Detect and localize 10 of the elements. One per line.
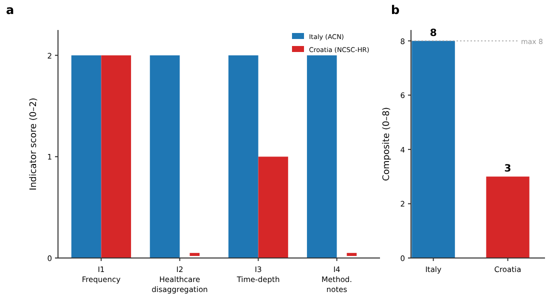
chart-title: a — [6, 3, 14, 17]
y-axis-title: Composite (0–8) — [382, 107, 392, 181]
bar — [150, 55, 180, 258]
data-label: 3 — [504, 164, 512, 175]
data-label: 8 — [430, 28, 437, 39]
chart-title: b — [391, 3, 400, 17]
bar — [306, 55, 337, 258]
bar — [228, 55, 258, 258]
y-axis-title: Indicator score (0–2) — [29, 98, 39, 190]
bar — [71, 55, 102, 258]
